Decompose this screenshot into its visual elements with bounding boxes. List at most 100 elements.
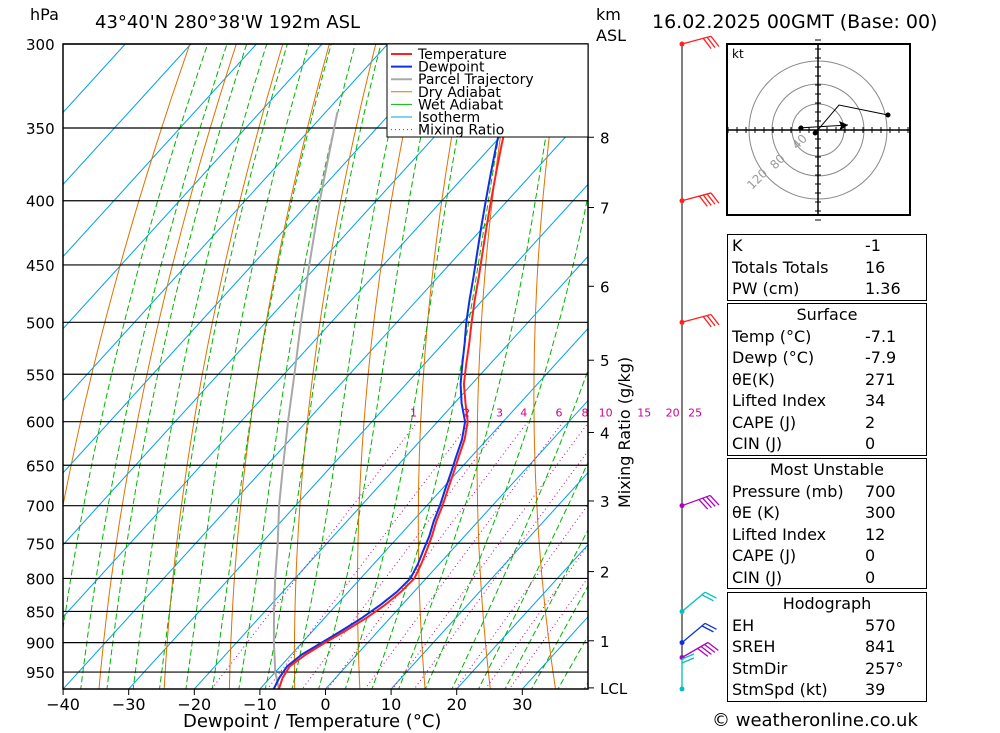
mixing-ratio-label: 6 [555,407,562,420]
mixing-ratio-line [364,421,564,689]
mixing-ratio-label: 10 [599,407,613,420]
table-row-label: θE(K) [732,369,775,389]
table-row: CIN (J) 0 [728,567,926,589]
credit-link[interactable]: © weatheronline.co.uk [712,710,918,731]
table-row-value: 12 [865,524,886,544]
legend-label: Wet Adiabat [418,97,504,113]
wind-barb [681,641,719,659]
pressure-tick-label: 300 [26,36,55,54]
table-row: StmSpd (kt) 39 [728,679,926,701]
wind-barb-flag [702,316,712,328]
table-row: Totals Totals 16 [728,257,926,279]
legend-label: Parcel Trajectory [418,72,534,88]
wet-adiabat-line [63,44,209,632]
wind-barb [681,313,720,328]
height-unit-label: km [596,5,621,24]
dry-adiabat-line [980,44,1000,700]
most-unstable-title: Most Unstable [770,460,884,479]
table-row: θE (K) 300 [728,502,926,524]
wind-barb-flag [709,494,720,506]
height-tick-label: 8 [600,129,610,147]
dry-adiabat-line [163,44,284,689]
height-tick-label: 2 [600,564,610,582]
wind-profile [679,35,720,692]
temperature-tick-label: −30 [112,695,146,714]
table-row-label: Dewp (°C) [732,348,815,367]
table-row: θE(K) 271 [728,369,926,391]
wind-barb-flag [704,643,716,653]
isotherm-line [63,44,389,402]
wind-barb-flag [697,647,709,657]
temperature-axis: −40 −30 −20 −10 0 10 20 30 [46,689,532,714]
wet-adiabat-line [504,528,588,689]
wind-barb-flag [698,195,708,207]
pressure-unit-label: hPa [30,5,59,24]
wind-barb [681,591,717,612]
wet-adiabat-line [158,44,288,689]
mixing-ratio-axis-label: Mixing Ratio (g/kg) [615,357,634,508]
wet-adiabat-line [451,368,588,689]
temperature-tick-label: 10 [381,695,401,714]
height-tick-label: 1 [600,633,610,651]
legend-label: Isotherm [418,110,480,126]
wet-adiabat-line [318,44,441,689]
isotherm-line [63,44,192,186]
table-row-label: K [732,236,743,255]
pressure-tick-label: 950 [26,664,55,682]
mixing-ratio-label: 8 [581,407,588,420]
table-row: CIN (J) 0 [728,433,926,455]
table-row-label: CIN (J) [732,567,783,587]
table-row-value: 271 [865,369,896,389]
most-unstable-table: Most Unstable Pressure (mb) 700 θE (K) 300 L… [727,458,927,589]
wind-barb-flag [702,37,712,49]
wind-barb [681,35,720,49]
isotherm-line [63,111,588,689]
plot-frame [62,43,589,690]
table-row-value: -7.1 [865,326,897,346]
wind-barb-flag [710,314,720,326]
height-tick-label: 6 [600,278,610,296]
table-row-label: StmSpd (kt) [732,680,828,699]
table-row: EH 570 [728,615,926,637]
wet-adiabat-line [344,44,476,689]
pressure-tick-label: 750 [26,535,55,553]
wet-adiabat-line [530,584,588,689]
pressure-tick-label: 700 [26,498,55,516]
mixing-ratio-label: 15 [637,407,651,420]
legend-label: Temperature [417,47,507,63]
temperature-tick-label: −40 [46,695,80,714]
hodograph-title: Hodograph [782,594,872,613]
surface-table: Surface Temp (°C) -7.1 Dewp (°C) -7.9 θE(K) 2… [727,303,927,456]
height-axis: 8 7 6 5 4 3 2 1 LCL [588,129,628,698]
wind-barb [681,622,717,644]
storm-motion-arrowhead [839,121,848,131]
table-row-value: 700 [865,481,896,501]
mixing-ratio-line [454,503,588,689]
wind-barb-flag [710,192,720,204]
table-row-value: 570 [865,615,896,635]
pressure-axis: 300 350 400 450 500 550 600 650 700 750 800 850 900 9… [26,36,55,682]
table-row: SREH 841 [728,636,926,658]
wind-barb-flag [681,657,695,664]
wind-barb [681,192,720,207]
wind-barb-shaft [681,494,711,507]
mixing-ratio-label: 2 [463,407,470,420]
wind-barb-shaft [681,35,712,45]
legend-label: Mixing Ratio [418,123,504,139]
table-row-value: 0 [865,434,876,453]
table-row-value: 257° [865,658,904,678]
height-unit-label-asl: ASL [596,26,626,45]
wet-adiabat-line [398,44,562,689]
storm-motion-arrow [797,124,849,129]
mixing-ratio-line [266,421,472,689]
wind-level-dot [679,198,685,204]
table-row-label: EH [732,615,755,635]
table-row: PW (cm) 1.36 [728,278,926,300]
hodograph-point [812,130,818,136]
hodograph-unit-label: kt [732,47,744,61]
indices-table: K -1 Totals Totals 16 PW (cm) 1.36 [727,234,927,301]
table-row-value: 2 [865,412,876,432]
isotherm-line [324,399,588,689]
table-row-label: StmDir [732,658,788,678]
